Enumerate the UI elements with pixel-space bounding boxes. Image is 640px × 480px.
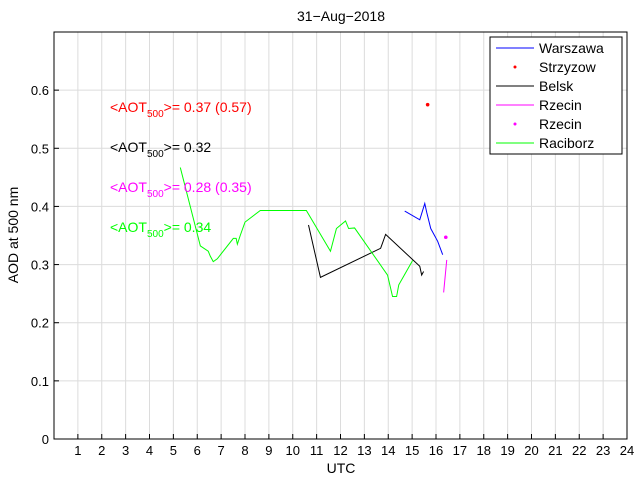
x-tick-label: 15 bbox=[405, 443, 419, 458]
annotation-value: >= 0.37 (0.57) bbox=[164, 99, 252, 115]
mean-aot-annotation: <AOT500>= 0.37 (0.57) bbox=[110, 99, 252, 120]
x-tick-label: 23 bbox=[596, 443, 610, 458]
annotation-subscript: 500 bbox=[147, 109, 164, 120]
annotation-prefix: <AOT bbox=[110, 179, 147, 195]
x-tick-label: 22 bbox=[572, 443, 586, 458]
series-line-rzecin bbox=[443, 259, 448, 293]
annotation-value: >= 0.34 bbox=[164, 219, 212, 235]
x-tick-label: 8 bbox=[241, 443, 248, 458]
x-tick-label: 14 bbox=[381, 443, 395, 458]
series-line-warszawa bbox=[404, 201, 444, 255]
legend-label: Rzecin bbox=[539, 97, 582, 113]
annotation-value: >= 0.32 bbox=[164, 139, 212, 155]
legend: Warszawa Strzyzow Belsk Rzecin Rzecin Racibor… bbox=[489, 36, 623, 155]
x-tick-label: 18 bbox=[477, 443, 491, 458]
annotation-prefix: <AOT bbox=[110, 139, 147, 155]
legend-label: Rzecin bbox=[539, 116, 582, 132]
x-tick-label: 6 bbox=[194, 443, 201, 458]
x-tick-label: 11 bbox=[310, 443, 324, 458]
y-tick-label: 0.2 bbox=[31, 316, 49, 331]
x-tick-label: 21 bbox=[548, 443, 562, 458]
legend-label: Warszawa bbox=[539, 40, 604, 56]
x-tick-label: 9 bbox=[265, 443, 272, 458]
x-tick-label: 3 bbox=[122, 443, 129, 458]
x-tick-label: 7 bbox=[218, 443, 225, 458]
x-tick-label: 13 bbox=[357, 443, 371, 458]
series-line-belsk bbox=[308, 224, 425, 279]
x-tick-label: 16 bbox=[429, 443, 443, 458]
x-tick-label: 1 bbox=[74, 443, 81, 458]
mean-aot-annotation: <AOT500>= 0.32 bbox=[110, 139, 211, 160]
series-line-raciborz bbox=[179, 167, 414, 298]
x-tick-label: 4 bbox=[146, 443, 153, 458]
x-tick-label: 17 bbox=[453, 443, 467, 458]
x-tick-label: 24 bbox=[620, 443, 634, 458]
series-point-strzyzow bbox=[425, 102, 430, 107]
legend-label: Strzyzow bbox=[539, 59, 597, 75]
annotation-prefix: <AOT bbox=[110, 219, 147, 235]
legend-box bbox=[489, 36, 623, 155]
y-tick-label: 0.6 bbox=[31, 83, 49, 98]
series-group bbox=[179, 102, 448, 298]
y-tick-label: 0.3 bbox=[31, 258, 49, 273]
x-tick-label: 12 bbox=[333, 443, 347, 458]
y-tick-label: 0.1 bbox=[31, 374, 49, 389]
x-tick-label: 2 bbox=[98, 443, 105, 458]
y-tick-label: 0.4 bbox=[31, 199, 49, 214]
annotation-subscript: 500 bbox=[147, 149, 164, 160]
y-tick-label: 0.5 bbox=[31, 141, 49, 156]
legend-marker-rzecin bbox=[513, 122, 517, 126]
x-tick-label: 19 bbox=[500, 443, 514, 458]
y-axis-label: AOD at 500 nm bbox=[5, 187, 21, 284]
chart-title: 31−Aug−2018 bbox=[297, 8, 385, 24]
legend-label: Raciborz bbox=[539, 135, 594, 151]
annotation-value: >= 0.28 (0.35) bbox=[164, 179, 252, 195]
legend-marker-strzyzow bbox=[513, 65, 517, 69]
mean-aot-annotation: <AOT500>= 0.28 (0.35) bbox=[110, 179, 252, 200]
annotation-prefix: <AOT bbox=[110, 99, 147, 115]
annotations: <AOT500>= 0.37 (0.57)<AOT500>= 0.32<AOT5… bbox=[110, 99, 252, 240]
x-tick-label: 10 bbox=[286, 443, 300, 458]
y-tick-label: 0 bbox=[42, 432, 49, 447]
series-point-rzecin bbox=[443, 235, 448, 240]
x-axis-label: UTC bbox=[327, 460, 356, 476]
annotation-subscript: 500 bbox=[147, 229, 164, 240]
legend-label: Belsk bbox=[539, 78, 574, 94]
mean-aot-annotation: <AOT500>= 0.34 bbox=[110, 219, 211, 240]
x-tick-label: 5 bbox=[170, 443, 177, 458]
axis-ticks: 1 2 3 4 5 6 7 8 9 10 11 12 13 14 15 16 17 18 19 20 21 22 23 240… bbox=[31, 83, 634, 458]
annotation-subscript: 500 bbox=[147, 189, 164, 200]
x-tick-label: 20 bbox=[524, 443, 538, 458]
